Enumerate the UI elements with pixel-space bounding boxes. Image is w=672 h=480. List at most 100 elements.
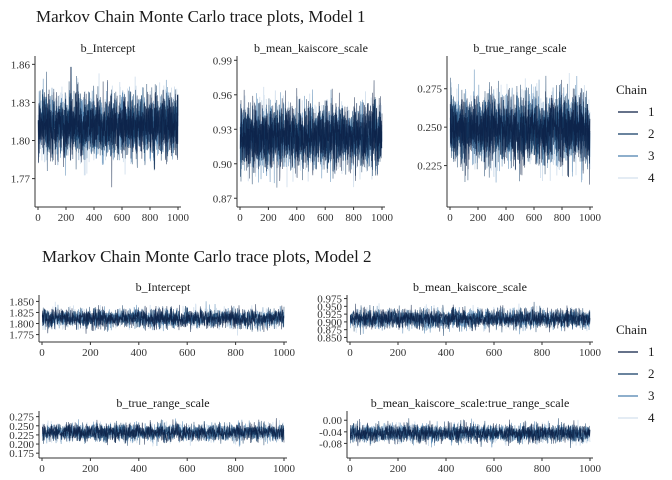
x-tick-label: 400: [86, 212, 103, 224]
facet-label: b_mean_kaiscore_scale: [254, 41, 368, 55]
trace-line-chain-1: [349, 419, 591, 447]
x-tick-label: 200: [390, 463, 407, 475]
y-tick-label: 1.77: [11, 174, 31, 186]
legend-label: 4: [648, 410, 655, 425]
trace-line-chain-1: [41, 304, 285, 334]
model1-title: Markov Chain Monte Carlo trace plots, Mo…: [36, 7, 366, 26]
y-tick-label: 0.250: [417, 122, 442, 134]
y-tick-label: -0.08: [319, 438, 342, 450]
model2-title: Markov Chain Monte Carlo trace plots, Mo…: [42, 247, 372, 266]
x-tick-label: 200: [470, 212, 487, 224]
x-tick-label: 0: [39, 347, 45, 359]
y-tick-label: 1.86: [11, 59, 31, 71]
trace-panel: b_mean_kaiscore_scale 0 200 400 600 800 1000 0.…: [317, 280, 601, 359]
legend-label: 3: [648, 388, 655, 403]
y-tick-label: 0.225: [417, 161, 442, 173]
trace-panel: b_mean_kaiscore_scale:true_range_scale 0 2…: [319, 396, 601, 475]
x-tick-label: 1000: [579, 347, 602, 359]
trace-line-chain-1: [239, 80, 383, 181]
x-tick-label: 0: [447, 212, 453, 224]
x-tick-label: 200: [390, 347, 407, 359]
trace-line-chain-1: [37, 66, 179, 188]
y-tick-label: 1.800: [9, 319, 34, 331]
x-tick-label: 800: [227, 347, 244, 359]
x-tick-label: 600: [114, 212, 131, 224]
x-tick-label: 1000: [371, 212, 394, 224]
x-tick-label: 600: [486, 463, 503, 475]
facet-label: b_Intercept: [81, 41, 136, 55]
y-tick-label: 0.950: [317, 301, 342, 313]
legend-label: 1: [648, 104, 655, 119]
legend-label: 2: [648, 126, 655, 141]
y-tick-label: 0.99: [213, 55, 233, 67]
x-tick-label: 800: [534, 347, 551, 359]
y-tick-label: 0.250: [9, 421, 34, 433]
x-tick-label: 600: [526, 212, 543, 224]
x-tick-label: 800: [534, 463, 551, 475]
x-tick-label: 800: [227, 463, 244, 475]
y-tick-label: 1.850: [9, 296, 34, 308]
y-tick-label: 1.83: [11, 97, 31, 109]
x-tick-label: 400: [131, 347, 148, 359]
facet-label: b_true_range_scale: [473, 41, 566, 55]
x-tick-label: 800: [142, 212, 159, 224]
x-tick-label: 800: [554, 212, 571, 224]
x-tick-label: 1000: [579, 212, 602, 224]
legend-label: 1: [648, 344, 655, 359]
y-tick-label: 0.225: [9, 430, 34, 442]
y-tick-label: 1.825: [9, 307, 34, 319]
y-tick-label: 0.925: [317, 309, 342, 321]
legend-title: Chain: [616, 322, 648, 337]
x-tick-label: 400: [289, 212, 306, 224]
trace-panels: b_Intercept 0 200 400 600 800 1000 1.77 1.80 1.83…: [9, 41, 601, 475]
y-tick-label: 0.200: [9, 439, 34, 451]
y-tick-label: 0.93: [213, 124, 233, 136]
x-tick-label: 400: [438, 347, 455, 359]
y-tick-label: 0.275: [9, 412, 34, 424]
trace-line-chain-1: [41, 418, 285, 446]
x-tick-label: 200: [260, 212, 277, 224]
y-tick-label: 1.80: [11, 136, 31, 148]
trace-line-chain-1: [349, 303, 591, 333]
trace-line-chain-1: [449, 79, 591, 185]
trace-panel: b_true_range_scale 0 200 400 600 800 1000 0.175…: [9, 396, 295, 475]
x-tick-label: 600: [179, 347, 196, 359]
y-tick-label: 0.90: [213, 159, 233, 171]
x-tick-label: 0: [39, 463, 45, 475]
legend-label: 2: [648, 366, 655, 381]
y-tick-label: 0.875: [317, 325, 342, 337]
legend-label: 4: [648, 170, 655, 185]
x-tick-label: 800: [345, 212, 362, 224]
y-tick-label: -0.04: [319, 427, 342, 439]
x-tick-label: 0: [347, 347, 353, 359]
x-tick-label: 200: [82, 347, 99, 359]
x-tick-label: 1000: [579, 463, 602, 475]
y-tick-label: 0.900: [317, 317, 342, 329]
x-tick-label: 400: [498, 212, 515, 224]
y-tick-label: 0.96: [213, 90, 233, 102]
x-tick-label: 400: [131, 463, 148, 475]
facet-label: b_true_range_scale: [116, 396, 209, 410]
legend-label: 3: [648, 148, 655, 163]
facet-label: b_Intercept: [136, 280, 191, 294]
x-tick-label: 400: [438, 463, 455, 475]
legend-title: Chain: [616, 82, 648, 97]
y-tick-label: 0.87: [213, 193, 233, 205]
x-tick-label: 600: [317, 212, 334, 224]
y-tick-label: 0.275: [417, 84, 442, 96]
x-tick-label: 600: [179, 463, 196, 475]
y-tick-label: 0.00: [323, 415, 343, 427]
y-tick-label: 0.975: [317, 294, 342, 306]
x-tick-label: 200: [58, 212, 75, 224]
trace-panel: b_true_range_scale 0 200 400 600 800 1000 0.225…: [417, 41, 601, 224]
x-tick-label: 1000: [273, 347, 296, 359]
x-tick-label: 1000: [167, 212, 190, 224]
x-tick-label: 1000: [273, 463, 296, 475]
facet-label: b_mean_kaiscore_scale: [413, 280, 527, 294]
facet-label: b_mean_kaiscore_scale:true_range_scale: [371, 396, 570, 410]
x-tick-label: 600: [486, 347, 503, 359]
